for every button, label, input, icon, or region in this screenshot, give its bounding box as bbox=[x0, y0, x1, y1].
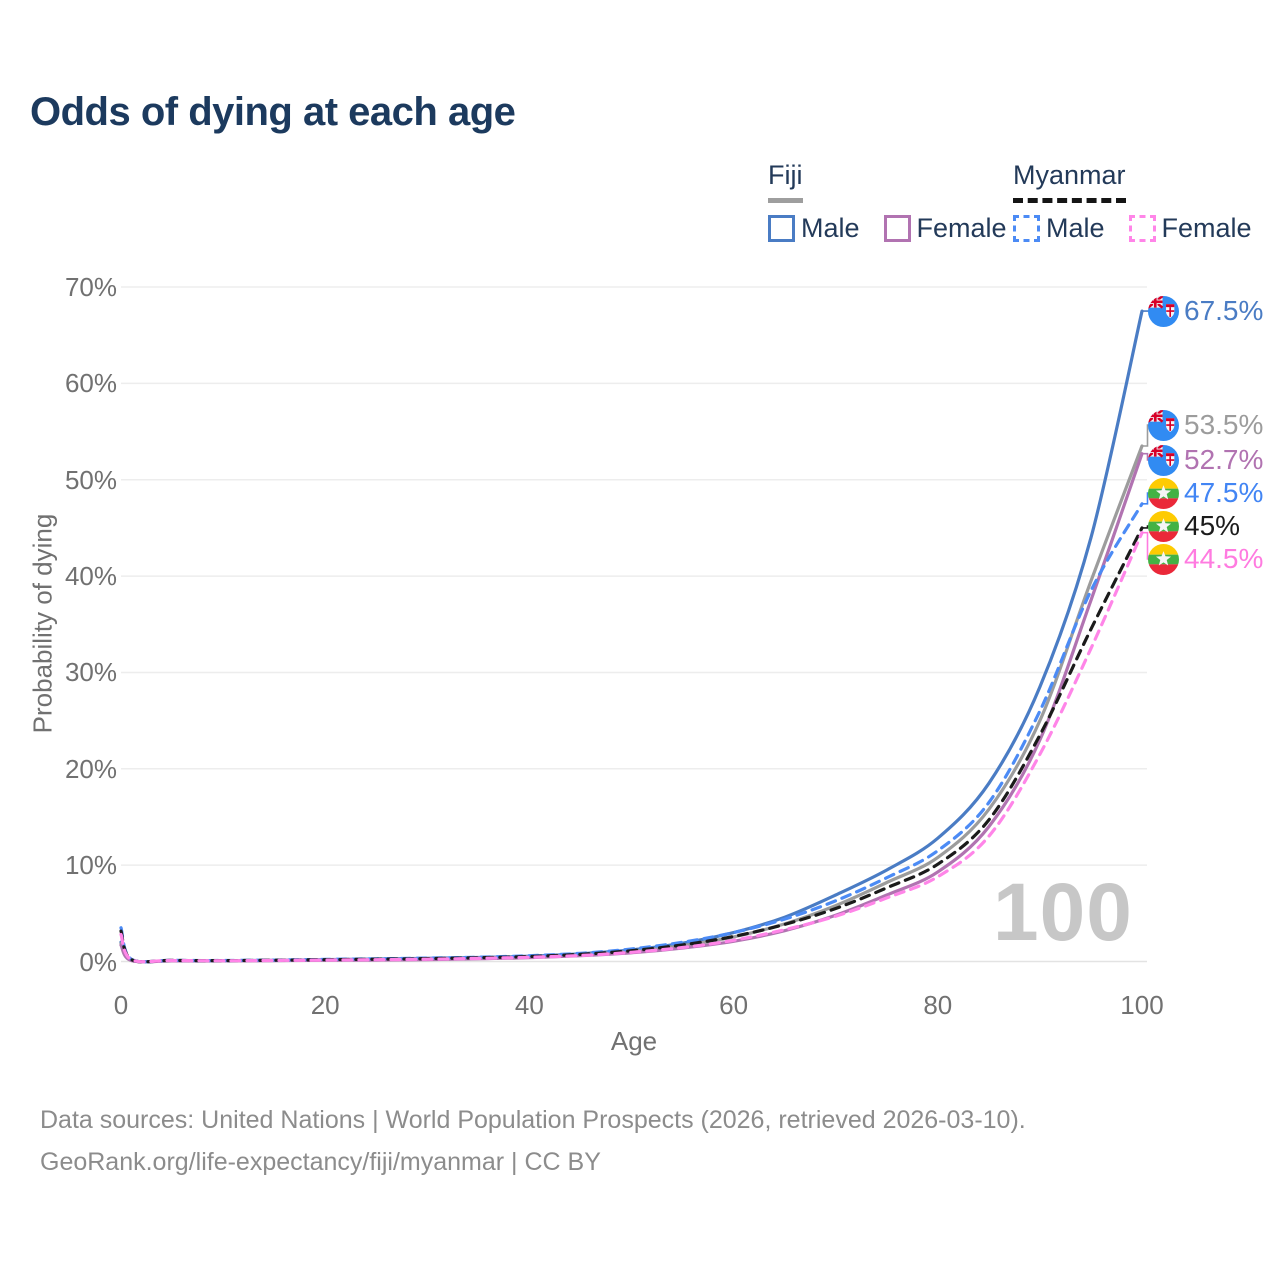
legend-item-label: Male bbox=[801, 213, 860, 243]
y-tick-label: 20% bbox=[64, 753, 117, 784]
legend-row-myanmar: Male Female bbox=[1013, 213, 1268, 244]
legend-row-fiji: Male Female bbox=[768, 213, 1023, 244]
x-tick-label: 20 bbox=[310, 990, 340, 1020]
x-tick-label: 80 bbox=[923, 990, 953, 1020]
myanmar-male-swatch-icon bbox=[1013, 215, 1040, 242]
end-label-value: 52.7% bbox=[1184, 444, 1264, 475]
legend-group-fiji: Fiji Male Female bbox=[768, 160, 1023, 244]
end-label-myanmar_male: 47.5% bbox=[1148, 477, 1263, 510]
fiji-flag-icon bbox=[1148, 409, 1179, 441]
legend-item-label: Male bbox=[1046, 213, 1105, 243]
y-tick-label: 30% bbox=[64, 657, 117, 688]
y-tick-label: 40% bbox=[64, 561, 117, 592]
end-label-value: 47.5% bbox=[1184, 477, 1264, 508]
page-title: Odds of dying at each age bbox=[30, 90, 516, 134]
legend-item-label: Female bbox=[1161, 213, 1252, 243]
myanmar-flag-icon bbox=[1148, 543, 1179, 575]
watermark-age-100: 100 bbox=[993, 867, 1133, 958]
fiji-flag-icon bbox=[1148, 295, 1179, 327]
series-line-myanmar_female bbox=[119, 531, 1144, 964]
fiji-male-swatch-icon bbox=[768, 215, 795, 242]
end-label-value: 44.5% bbox=[1184, 543, 1264, 574]
attribution-line: GeoRank.org/life-expectancy/fiji/myanmar… bbox=[40, 1148, 601, 1176]
series-line-fiji_male bbox=[119, 309, 1144, 964]
legend-item-myanmar-male: Male bbox=[1013, 213, 1105, 244]
end-label-value: 67.5% bbox=[1184, 295, 1264, 326]
series-line-fiji_both bbox=[119, 444, 1144, 964]
end-label-myanmar_female: 44.5% bbox=[1148, 543, 1263, 576]
legend-header-fiji: Fiji bbox=[768, 160, 803, 203]
series-line-myanmar_male bbox=[119, 502, 1144, 964]
end-label-fiji_male: 67.5% bbox=[1148, 295, 1263, 328]
fiji-flag-icon bbox=[1148, 444, 1179, 476]
series-line-myanmar_both bbox=[119, 526, 1144, 964]
fiji-female-swatch-icon bbox=[883, 215, 911, 242]
y-tick-label: 50% bbox=[64, 464, 117, 495]
legend-item-myanmar-female: Female bbox=[1128, 213, 1252, 244]
end-label-fiji_female: 52.7% bbox=[1148, 444, 1263, 477]
y-tick-label: 0% bbox=[79, 946, 117, 977]
series-line-fiji_female bbox=[119, 452, 1144, 964]
y-tick-label: 60% bbox=[64, 368, 117, 399]
x-tick-label: 40 bbox=[514, 990, 544, 1020]
y-tick-label: 70% bbox=[64, 272, 117, 303]
legend-group-myanmar: Myanmar Male Female bbox=[1013, 160, 1268, 244]
legend-item-fiji-male: Male bbox=[768, 213, 860, 244]
legend-item-label: Female bbox=[916, 213, 1007, 243]
legend-header-myanmar: Myanmar bbox=[1013, 160, 1126, 203]
y-tick-label: 10% bbox=[64, 850, 117, 881]
x-tick-label: 0 bbox=[113, 990, 129, 1020]
end-label-value: 45% bbox=[1184, 510, 1241, 541]
x-tick-label: 60 bbox=[719, 990, 749, 1020]
legend-item-fiji-female: Female bbox=[883, 213, 1007, 244]
end-label-fiji_both: 53.5% bbox=[1148, 409, 1263, 442]
y-axis-title: Probability of dying bbox=[27, 513, 58, 734]
myanmar-flag-icon bbox=[1148, 477, 1179, 509]
end-label-myanmar_both: 45% bbox=[1148, 510, 1240, 543]
x-tick-label: 100 bbox=[1120, 990, 1164, 1020]
end-label-value: 53.5% bbox=[1184, 409, 1264, 440]
myanmar-female-swatch-icon bbox=[1128, 215, 1156, 242]
myanmar-flag-icon bbox=[1148, 510, 1179, 542]
data-source-line: Data sources: United Nations | World Pop… bbox=[40, 1106, 1026, 1134]
x-axis-title: Age bbox=[610, 1026, 658, 1056]
